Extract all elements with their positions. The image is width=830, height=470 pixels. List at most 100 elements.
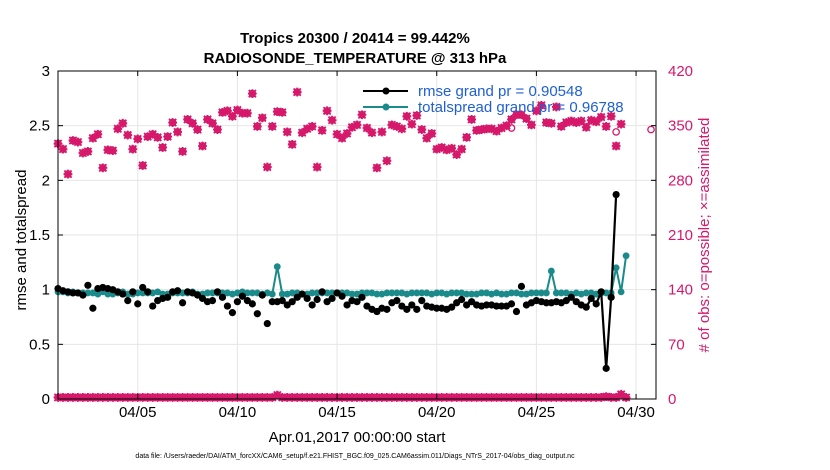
obs-assimilated-bottom-point-101 [556,393,566,402]
obs-assimilated-point-21 [158,143,168,152]
obs-assimilated-point-87 [487,124,496,134]
obs-assimilated-point-55 [327,115,337,125]
x-tick-label-2: 04/15 [318,404,356,421]
obs-assimilated-point-8 [93,129,103,139]
totalspread-point-76 [433,289,441,297]
obs-assimilated-bottom-point-27 [188,393,197,402]
obs-assimilated-point-113 [616,119,626,129]
obs-assimilated-bottom-point-104 [571,393,581,402]
rmse-line [585,194,618,369]
rmse-point-37 [238,292,246,300]
obs-assimilated-bottom-point-99 [546,393,556,402]
obs-assimilated-bottom-point-85 [477,393,486,402]
rmse-point-71 [408,301,416,309]
rmse-point-108 [592,300,600,308]
obs-assimilated-point-42 [262,162,272,172]
obs-assimilated-bottom-point-65 [377,393,387,402]
obs-assimilated-point-40 [252,122,262,131]
obs-assimilated-point-41 [257,113,267,123]
totalspread-point-67 [388,289,396,297]
totalspread-point-43 [268,290,276,298]
rmse-point-47 [288,298,296,306]
obs-assimilated-bottom-point-112 [611,393,621,402]
obs-assimilated-bottom-point-9 [98,393,108,402]
rmse-point-92 [512,307,521,316]
obs-assimilated-point-49 [297,128,307,138]
obs-assimilated-bottom-point-2 [63,393,73,402]
obs-assimilated-point-32 [213,125,222,134]
obs-assimilated-point-24 [173,127,182,137]
obs-assimilated-point-97 [536,100,546,110]
totalspread-point-66 [383,289,391,297]
totalspread-point-98 [542,289,550,297]
obs-assimilated-point-52 [312,162,322,172]
obs-assimilated-point-105 [576,116,586,126]
obs-assimilated-point-77 [437,143,447,152]
rmse-point-13 [119,290,127,298]
obs-assimilated-point-107 [586,115,596,125]
obs-assimilated-bottom-point-52 [312,393,322,402]
obs-assimilated-point-69 [397,124,407,134]
obs-assimilated-point-89 [497,123,506,133]
obs-assimilated-point-10 [103,145,113,155]
rmse-point-41 [258,291,266,299]
obs-assimilated-point-64 [372,163,382,173]
totalspread-point-68 [393,289,401,297]
obs-assimilated-point-58 [342,129,352,138]
totalspread-point-85 [478,289,485,297]
totalspread-point-99 [547,267,555,275]
obs-assimilated-bottom-point-49 [297,393,307,402]
obs-assimilated-bottom-point-64 [372,393,382,402]
x-tick-label-3: 04/20 [418,404,456,421]
obs-assimilated-point-88 [492,126,501,136]
totalspread-point-89 [498,290,505,298]
rmse-point-39 [248,300,256,308]
obs-assimilated-point-33 [218,107,227,117]
totalspread-point-112 [612,264,620,272]
obs-assimilated-bottom-point-60 [352,393,362,402]
legend-rmse-label: rmse grand pr = 0.90548 [418,83,583,100]
rmse-point-24 [174,287,182,295]
obs-assimilated-point-81 [457,144,467,154]
rmse-point-107 [587,294,595,303]
y-right-tick-label-5: 350 [668,118,693,135]
rmse-point-50 [303,294,311,303]
obs-assimilated-point-73 [417,125,427,134]
totalspread-point-101 [557,289,565,297]
obs-assimilated-point-106 [581,122,591,132]
obs-assimilated-bottom-point-26 [183,393,192,402]
obs-assimilated-bottom-point-114 [621,393,631,402]
obs-assimilated-bottom-point-70 [402,393,412,402]
obs-possible-only-point-2 [647,125,655,134]
obs-assimilated-bottom-point-71 [407,393,417,402]
totalspread-point-51 [308,289,316,297]
obs-possible-only-point-0 [612,128,620,136]
obs-assimilated-bottom-point-105 [576,393,586,402]
obs-assimilated-bottom-point-15 [128,393,138,402]
rmse-point-22 [164,293,172,301]
obs-assimilated-point-66 [382,156,392,166]
obs-assimilated-point-74 [422,133,432,143]
obs-assimilated-bottom-point-24 [173,393,182,402]
obs-assimilated-point-35 [228,111,237,121]
rmse-point-33 [218,293,227,301]
obs-assimilated-point-22 [163,132,173,141]
obs-assimilated-bottom-point-34 [223,393,232,402]
rmse-point-91 [507,300,516,308]
obs-assimilated-point-90 [502,121,511,131]
totalspread-point-72 [413,289,421,297]
obs-assimilated-point-36 [233,105,242,115]
rmse-point-58 [343,301,351,309]
obs-assimilated-bottom-point-78 [442,393,452,402]
totalspread-point-113 [617,288,625,296]
obs-assimilated-bottom-point-107 [586,393,596,402]
obs-assimilated-bottom-point-30 [203,393,212,402]
rmse-point-81 [458,295,466,304]
rmse-point-60 [353,298,361,306]
obs-assimilated-point-50 [302,124,312,134]
rmse-point-7 [89,304,97,312]
obs-assimilated-bottom-point-87 [487,393,496,402]
obs-assimilated-point-111 [606,111,616,121]
rmse-point-112 [612,190,620,199]
rmse-point-42 [263,319,271,328]
